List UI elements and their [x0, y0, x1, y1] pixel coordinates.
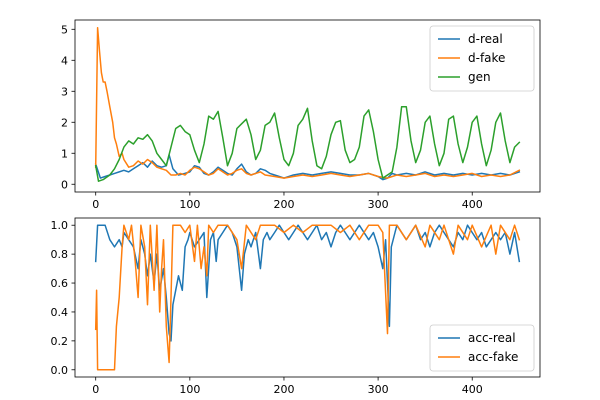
y-tick-label-bottom-0.6: 0.6: [51, 277, 69, 290]
legend-label-d-real: d-real: [468, 32, 503, 46]
x-tick-label-top-400: 400: [462, 198, 483, 211]
legend-label-acc-fake: acc-fake: [468, 350, 518, 364]
series-line-gen: [94, 106, 521, 182]
x-tick-label-top-200: 200: [273, 198, 294, 211]
x-tick-label-bottom-400: 400: [462, 383, 483, 396]
y-tick-label-bottom-0.8: 0.8: [51, 248, 69, 261]
series-line-acc-fake: [94, 224, 521, 371]
legend-bottom: acc-real acc-fake: [429, 324, 535, 372]
y-tick-label-bottom-0: 0.0: [51, 364, 69, 377]
y-tick-label-top-5: 5: [61, 23, 68, 36]
legend-top: d-real d-fake gen: [429, 25, 535, 92]
y-tick-label-top-0: 0: [61, 178, 68, 191]
chart-top: 0 100 200 300 400 0 1 2 3 4 5 d-real d-fake gen: [61, 19, 541, 211]
plot-frame-top: [74, 19, 541, 193]
y-tick-label-bottom-1: 1.0: [51, 219, 69, 232]
chart-bottom: 0 100 200 300 4000.00.20.40.60.81.0acc-reala…: [51, 217, 541, 396]
y-tick-label-top-4: 4: [61, 54, 68, 67]
legend-box-bottom: [429, 324, 535, 372]
x-tick-label-top-0: 0: [92, 198, 99, 211]
series-group-top: [94, 26, 521, 182]
y-tick-label-top-2: 2: [61, 116, 68, 129]
y-tick-label-bottom-0.2: 0.2: [51, 335, 69, 348]
plot-frame-bottom: [74, 217, 541, 378]
y-tick-label-top-3: 3: [61, 85, 68, 98]
x-tick-label-bottom-100: 100: [179, 383, 200, 396]
legend-label-gen: gen: [468, 70, 491, 84]
series-group-bottom: [94, 224, 521, 371]
x-tick-label-bottom-0: 0: [92, 383, 99, 396]
x-tick-label-top-100: 100: [179, 198, 200, 211]
legend-label-d-fake: d-fake: [468, 51, 505, 65]
x-tick-label-bottom-300: 300: [368, 383, 389, 396]
y-tick-label-bottom-0.4: 0.4: [51, 306, 69, 319]
x-tick-label-bottom-200: 200: [273, 383, 294, 396]
legend-label-acc-real: acc-real: [468, 331, 516, 345]
y-tick-label-top-1: 1: [61, 147, 68, 160]
legend-box-top: [429, 25, 535, 92]
x-tick-label-top-300: 300: [368, 198, 389, 211]
